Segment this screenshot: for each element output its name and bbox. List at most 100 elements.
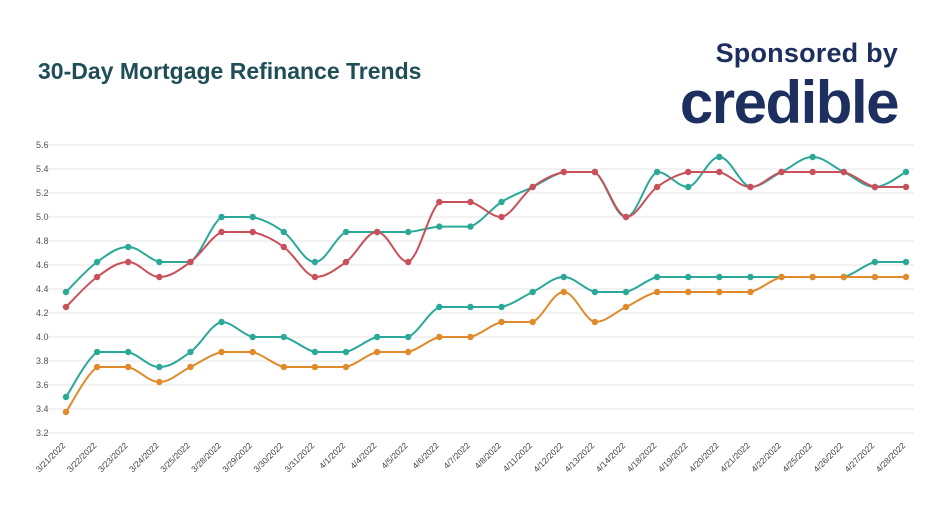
- y-tick-label: 3.4: [36, 404, 49, 414]
- data-point: [840, 168, 847, 176]
- sponsor-block: Sponsored by credible: [679, 38, 900, 136]
- data-point: [467, 223, 474, 230]
- data-point: [622, 213, 630, 221]
- y-tick-label: 3.6: [36, 380, 49, 390]
- x-tick-label: 3/22/2022: [65, 440, 99, 474]
- data-point: [405, 228, 412, 236]
- data-point: [467, 333, 474, 341]
- data-point: [373, 228, 381, 236]
- credible-logo: credible: [679, 69, 900, 136]
- data-point: [156, 363, 163, 371]
- x-tick-label: 4/8/2022: [472, 440, 503, 471]
- x-tick-label: 4/28/2022: [874, 440, 908, 474]
- x-tick-label: 4/22/2022: [749, 440, 783, 474]
- x-tick-label: 3/25/2022: [158, 440, 192, 474]
- data-point: [62, 393, 70, 401]
- series-line: [65, 170, 907, 308]
- data-point: [405, 333, 412, 341]
- x-tick-label: 4/6/2022: [410, 440, 441, 471]
- y-tick-label: 4.8: [36, 236, 49, 246]
- data-point: [436, 198, 443, 206]
- data-point: [311, 273, 319, 281]
- data-point: [280, 333, 287, 341]
- data-point: [716, 288, 723, 296]
- data-point: [809, 153, 816, 161]
- data-point: [747, 183, 754, 191]
- data-point: [498, 213, 505, 221]
- y-tick-label: 4.0: [36, 332, 49, 342]
- data-point: [249, 348, 256, 356]
- x-tick-label: 4/19/2022: [656, 440, 690, 474]
- data-point: [902, 183, 910, 191]
- y-tick-label: 5.6: [36, 140, 49, 150]
- data-point: [467, 303, 474, 311]
- x-tick-label: 4/27/2022: [842, 440, 876, 474]
- y-tick-label: 5.0: [36, 212, 49, 222]
- data-point: [125, 258, 132, 266]
- x-tick-label: 3/21/2022: [34, 440, 68, 474]
- x-tick-label: 4/13/2022: [562, 440, 596, 474]
- data-point: [373, 333, 381, 341]
- data-point: [125, 243, 132, 251]
- x-tick-label: 3/23/2022: [96, 440, 130, 474]
- x-tick-label: 3/24/2022: [127, 440, 161, 474]
- x-tick-label: 4/25/2022: [780, 440, 814, 474]
- data-point: [342, 258, 350, 266]
- y-tick-label: 4.2: [36, 308, 49, 318]
- data-point: [529, 318, 536, 326]
- data-point: [716, 168, 723, 176]
- x-tick-label: 3/28/2022: [189, 440, 223, 474]
- data-point: [62, 288, 70, 296]
- data-point: [685, 288, 692, 296]
- data-point: [280, 363, 287, 371]
- data-point: [747, 273, 754, 281]
- data-point: [778, 273, 785, 281]
- y-tick-label: 5.2: [36, 188, 49, 198]
- sponsored-label: Sponsored by: [715, 38, 898, 68]
- data-point: [156, 273, 163, 281]
- data-point: [93, 348, 101, 356]
- data-point: [125, 363, 132, 371]
- data-point: [591, 168, 599, 176]
- data-point: [747, 288, 754, 296]
- data-point: [871, 183, 879, 191]
- x-tick-label: 4/7/2022: [441, 440, 472, 471]
- data-point: [218, 228, 225, 236]
- data-point: [685, 183, 692, 191]
- data-point: [187, 363, 194, 371]
- data-point: [436, 333, 443, 341]
- data-point: [342, 228, 350, 236]
- data-point: [622, 288, 630, 296]
- data-point: [342, 363, 350, 371]
- data-point: [405, 348, 412, 356]
- data-point: [93, 258, 101, 266]
- data-point: [871, 258, 879, 266]
- data-point: [249, 333, 256, 341]
- data-point: [436, 303, 443, 311]
- data-point: [809, 168, 816, 176]
- data-point: [498, 198, 505, 206]
- x-tick-label: 3/30/2022: [251, 440, 285, 474]
- data-point: [125, 348, 132, 356]
- data-point: [280, 243, 287, 251]
- data-point: [560, 288, 567, 296]
- data-point: [436, 223, 443, 230]
- data-point: [156, 378, 163, 386]
- page-title: 30-Day Mortgage Refinance Trends: [38, 58, 422, 84]
- y-tick-label: 5.4: [36, 164, 49, 174]
- data-point: [653, 183, 661, 191]
- data-point: [653, 168, 661, 176]
- data-point: [902, 168, 910, 176]
- y-tick-label: 3.2: [36, 428, 49, 438]
- data-point: [249, 228, 256, 236]
- data-point: [218, 348, 225, 356]
- data-point: [591, 318, 599, 326]
- data-point: [218, 213, 225, 221]
- x-tick-label: 4/21/2022: [718, 440, 752, 474]
- data-point: [62, 303, 70, 311]
- data-point: [622, 303, 630, 311]
- x-tick-label: 3/29/2022: [220, 440, 254, 474]
- y-tick-label: 4.4: [36, 284, 49, 294]
- y-tick-label: 3.8: [36, 356, 49, 366]
